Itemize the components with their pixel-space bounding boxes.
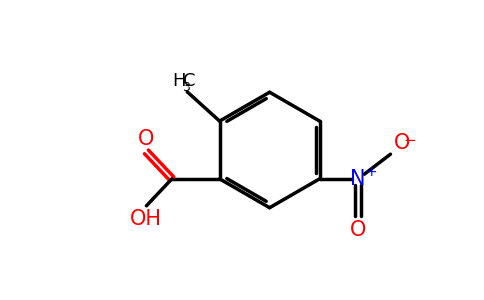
Text: +: +	[365, 165, 377, 179]
Text: H: H	[172, 72, 186, 90]
Text: OH: OH	[130, 209, 162, 229]
Text: O: O	[393, 133, 410, 153]
Text: N: N	[350, 169, 366, 189]
Text: −: −	[404, 133, 416, 148]
Text: 3: 3	[182, 81, 190, 94]
Text: C: C	[183, 72, 196, 90]
Text: O: O	[137, 129, 154, 149]
Text: O: O	[350, 220, 366, 240]
